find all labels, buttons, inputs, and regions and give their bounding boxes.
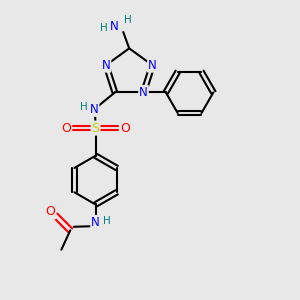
Text: O: O xyxy=(120,122,130,135)
Text: N: N xyxy=(148,59,157,72)
Text: H: H xyxy=(100,23,108,33)
Text: H: H xyxy=(80,102,88,112)
Text: H: H xyxy=(124,15,132,25)
Text: O: O xyxy=(61,122,71,135)
Text: N: N xyxy=(102,59,110,72)
Text: O: O xyxy=(45,206,55,218)
Text: N: N xyxy=(91,216,100,229)
Text: S: S xyxy=(92,122,100,135)
Text: N: N xyxy=(110,20,119,33)
Text: H: H xyxy=(103,216,111,226)
Text: N: N xyxy=(90,103,98,116)
Text: N: N xyxy=(139,86,148,99)
